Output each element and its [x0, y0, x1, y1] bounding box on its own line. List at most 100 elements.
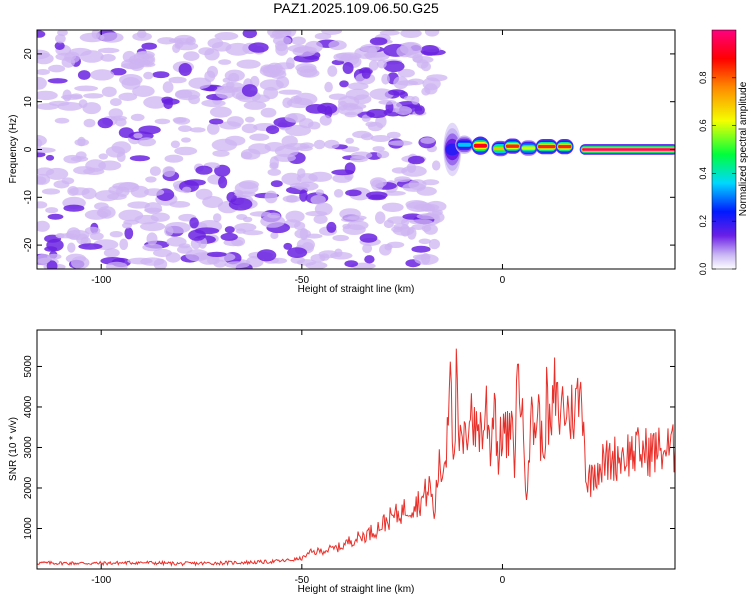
noise-blob: [162, 166, 176, 178]
noise-blob: [371, 179, 384, 191]
noise-blob: [96, 208, 112, 218]
noise-blob: [361, 68, 371, 79]
noise-blob: [242, 30, 257, 39]
noise-blob: [224, 226, 235, 234]
noise-blob: [264, 190, 278, 204]
noise-blob: [97, 117, 114, 129]
noise-blob: [189, 127, 206, 133]
noise-blob: [284, 113, 306, 123]
noise-blob: [130, 113, 145, 121]
colorbar-tick-label: 0.6: [698, 119, 708, 132]
noise-blob: [249, 133, 270, 141]
signal-band: [521, 146, 536, 150]
noise-blob: [164, 226, 174, 237]
noise-blob: [209, 106, 232, 118]
noise-blob: [378, 99, 397, 105]
noise-blob: [400, 30, 422, 38]
noise-blob: [46, 260, 58, 269]
noise-blob: [105, 261, 128, 269]
noise-blob: [100, 32, 124, 43]
colorbar-tick-label: 0.0: [698, 263, 708, 276]
noise-blob: [94, 190, 119, 202]
noise-blob: [185, 36, 196, 46]
noise-blob: [129, 58, 145, 71]
noise-blob: [164, 154, 184, 163]
noise-blob: [78, 243, 103, 250]
noise-blob: [45, 207, 59, 214]
noise-blob: [37, 30, 46, 38]
noise-blob: [143, 71, 154, 80]
noise-blob: [396, 80, 419, 86]
colorbar-label: Normalized spectral amplitude: [738, 81, 749, 216]
noise-blob: [37, 90, 58, 101]
colorbar-gradient: [711, 29, 737, 270]
noise-blob: [83, 93, 104, 99]
noise-blob: [270, 232, 279, 239]
noise-blob: [421, 61, 431, 72]
noise-blob: [260, 215, 286, 228]
y-tick-label: -20: [23, 237, 34, 252]
noise-blob: [178, 63, 192, 76]
noise-blob: [296, 259, 317, 266]
noise-blob: [67, 242, 76, 253]
noise-blob: [45, 154, 55, 161]
noise-blob: [381, 190, 406, 196]
noise-blob: [394, 176, 411, 183]
noise-blob: [190, 237, 201, 250]
noise-blob: [240, 151, 253, 160]
noise-blob: [206, 251, 227, 257]
signal-band: [537, 144, 556, 149]
noise-blob: [249, 211, 272, 217]
noise-blob: [294, 229, 312, 239]
signal-band: [457, 142, 472, 147]
noise-blob: [161, 96, 174, 104]
noise-blob: [174, 146, 198, 156]
noise-blob: [214, 31, 239, 41]
noise-blob: [129, 155, 150, 162]
noise-blob: [372, 146, 385, 152]
noise-blob: [218, 176, 228, 189]
spectrogram-heatmap: [37, 30, 675, 269]
noise-blob: [121, 77, 141, 90]
noise-blob: [369, 37, 388, 46]
noise-blob: [293, 92, 318, 106]
noise-blob: [218, 59, 232, 65]
noise-blob: [381, 202, 404, 212]
snr-plot-area: [37, 348, 675, 567]
noise-blob: [299, 68, 320, 78]
noise-blob: [264, 142, 285, 152]
noise-blob: [220, 232, 238, 241]
noise-blob: [345, 189, 362, 197]
noise-blob: [204, 48, 220, 61]
noise-blob: [418, 238, 431, 245]
noise-blob: [366, 191, 388, 200]
noise-blob: [424, 30, 440, 37]
noise-blob: [236, 59, 261, 69]
noise-blob: [342, 62, 354, 74]
noise-blob: [333, 52, 353, 62]
spectrogram-y-ticks: -20 -10 0 10 20: [23, 48, 675, 252]
noise-blob: [110, 98, 122, 107]
noise-blob: [188, 229, 206, 241]
noise-blob: [188, 77, 212, 89]
noise-blob: [54, 117, 70, 124]
noise-blob: [137, 137, 156, 147]
noise-blob: [71, 256, 90, 269]
noise-blob: [97, 47, 120, 54]
noise-blob: [189, 217, 199, 229]
noise-blob: [37, 147, 56, 153]
noise-blob: [153, 258, 168, 269]
noise-blob: [44, 246, 58, 252]
noise-blob: [157, 37, 177, 45]
noise-blob: [37, 220, 50, 232]
noise-blob: [195, 165, 213, 175]
signal-band: [473, 143, 488, 148]
noise-blob: [384, 243, 393, 251]
noise-blob: [211, 138, 238, 152]
noise-blob: [326, 221, 337, 233]
noise-blob: [287, 247, 308, 258]
noise-blob: [243, 101, 267, 110]
figure-title: PAZ1.2025.109.06.50.G25: [273, 0, 439, 16]
noise-blob: [122, 222, 132, 229]
